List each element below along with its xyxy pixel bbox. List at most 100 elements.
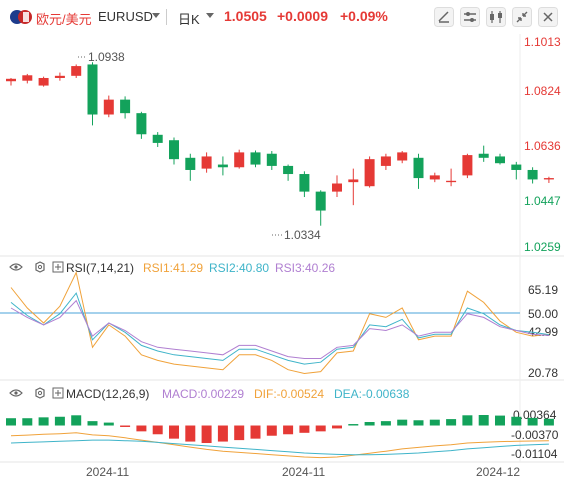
- indicator-menu-icon[interactable]: [52, 387, 64, 399]
- rsi-tick: 50.00: [528, 307, 558, 321]
- high-annotation: 1.0938: [88, 50, 125, 64]
- candle-body: [495, 156, 505, 164]
- macd-bar: [348, 424, 359, 426]
- draw-tool-icon[interactable]: [434, 7, 454, 27]
- candle-body: [446, 180, 457, 183]
- macd-axis: 0.00364 -0.00370 -0.01104: [511, 408, 559, 461]
- candle-body: [543, 178, 554, 180]
- rsi3-value: RSI3:40.26: [275, 261, 335, 275]
- candle-body: [217, 164, 228, 168]
- macd-line-dif: [10, 432, 549, 459]
- settings-sliders-icon[interactable]: [460, 7, 480, 27]
- macd-bar: [543, 418, 554, 426]
- candle-body: [38, 77, 49, 86]
- rsi-line-rsi3: [10, 299, 549, 359]
- candle-body: [332, 183, 342, 192]
- macd-tick: -0.00370: [511, 428, 559, 442]
- rsi-tick: 20.78: [528, 366, 558, 380]
- period-selector[interactable]: 日K: [178, 12, 200, 27]
- macd-bar: [54, 416, 65, 426]
- macd-bar: [511, 416, 522, 426]
- settings-gear-icon[interactable]: [35, 387, 45, 399]
- macd-bar: [266, 425, 277, 436]
- rsi-name: RSI: [66, 261, 86, 275]
- chart-canvas[interactable]: 1.1013 1.0824 1.0636 1.0447 1.0259 1.093…: [0, 34, 564, 486]
- macd-params: (12,26,9): [101, 387, 149, 401]
- candle-body: [299, 174, 310, 192]
- candle-body: [185, 157, 196, 170]
- macd-bar: [462, 415, 473, 426]
- macd-bar: [429, 419, 440, 426]
- grid-lines: [0, 34, 564, 463]
- rsi-lines: [10, 270, 549, 375]
- indicator-menu-icon[interactable]: [52, 261, 64, 273]
- candle-body: [315, 191, 326, 211]
- macd-bar: [332, 425, 342, 429]
- candle-body: [136, 113, 147, 135]
- settings-gear-icon[interactable]: [35, 261, 45, 273]
- candle-body: [87, 64, 98, 115]
- price-tick: 1.1013: [524, 35, 561, 49]
- candle-body: [201, 156, 212, 169]
- macd-bar: [87, 421, 98, 426]
- dea-value: DEA:-0.00638: [334, 387, 410, 401]
- toolbar-divider: [166, 9, 167, 25]
- dif-value: DIF:-0.00524: [254, 387, 324, 401]
- macd-bar: [495, 415, 505, 426]
- price-tick: 1.0447: [524, 194, 561, 208]
- rsi1-value: RSI1:41.29: [143, 261, 203, 275]
- macd-tick: 0.00364: [513, 408, 557, 422]
- symbol-dropdown-icon[interactable]: [152, 13, 160, 18]
- candle-body: [250, 152, 261, 165]
- rsi-line-rsi2: [10, 292, 549, 365]
- collapse-icon[interactable]: [512, 7, 532, 27]
- macd-bar: [315, 425, 326, 432]
- rsi-line-rsi1: [10, 270, 549, 375]
- macd-bar: [527, 417, 538, 426]
- chart-toolbar: 欧元/美元 EURUSD 日K 1.0505 +0.0009 +0.09%: [0, 0, 564, 34]
- macd-bar: [446, 419, 457, 426]
- candle-body: [103, 99, 114, 115]
- macd-bar: [364, 422, 375, 426]
- symbol-code[interactable]: EURUSD: [98, 9, 153, 24]
- period-dropdown-icon[interactable]: [206, 13, 214, 18]
- candle-body: [120, 99, 131, 114]
- price-tick: 1.0636: [524, 139, 561, 153]
- candle-body: [511, 164, 522, 170]
- macd-bar: [299, 425, 310, 433]
- indicator-icon[interactable]: [486, 7, 506, 27]
- candle-body: [234, 152, 245, 168]
- macd-bar: [6, 418, 16, 426]
- macd-name: MACD: [66, 387, 102, 401]
- rsi-params: (7,14,21): [86, 261, 134, 275]
- macd-bar: [71, 415, 82, 426]
- candle-body: [348, 179, 359, 183]
- macd-bar: [397, 419, 408, 426]
- candlestick-series: [6, 62, 554, 226]
- macd-bar: [380, 421, 391, 426]
- price-tick: 1.0824: [524, 84, 561, 98]
- pair-name[interactable]: 欧元/美元: [36, 12, 92, 27]
- price-change-percent: +0.09%: [340, 8, 388, 24]
- last-price: 1.0505: [224, 8, 267, 24]
- candle-body: [169, 140, 179, 160]
- close-icon[interactable]: [538, 7, 558, 27]
- macd-lines: [10, 432, 549, 459]
- price-change: +0.0009: [277, 8, 328, 24]
- candle-body: [429, 175, 440, 180]
- macd-bar: [413, 420, 424, 426]
- macd-bar: [120, 425, 131, 427]
- rsi2-value: RSI2:40.80: [209, 261, 269, 275]
- candle-body: [413, 157, 424, 179]
- candle-body: [152, 134, 163, 143]
- rsi-tick: 65.19: [528, 283, 558, 297]
- candle-body: [22, 75, 33, 81]
- macd-bar: [38, 417, 49, 426]
- hide-eye-icon[interactable]: [9, 389, 23, 397]
- hide-eye-icon[interactable]: [9, 263, 23, 271]
- candle-body: [397, 152, 408, 161]
- price-annotations: 1.0938 1.0334: [78, 50, 321, 242]
- time-tick: 2024-11: [86, 465, 129, 479]
- macd-bar: [103, 422, 114, 426]
- time-axis: 2024-11 2024-11 2024-12: [86, 465, 520, 479]
